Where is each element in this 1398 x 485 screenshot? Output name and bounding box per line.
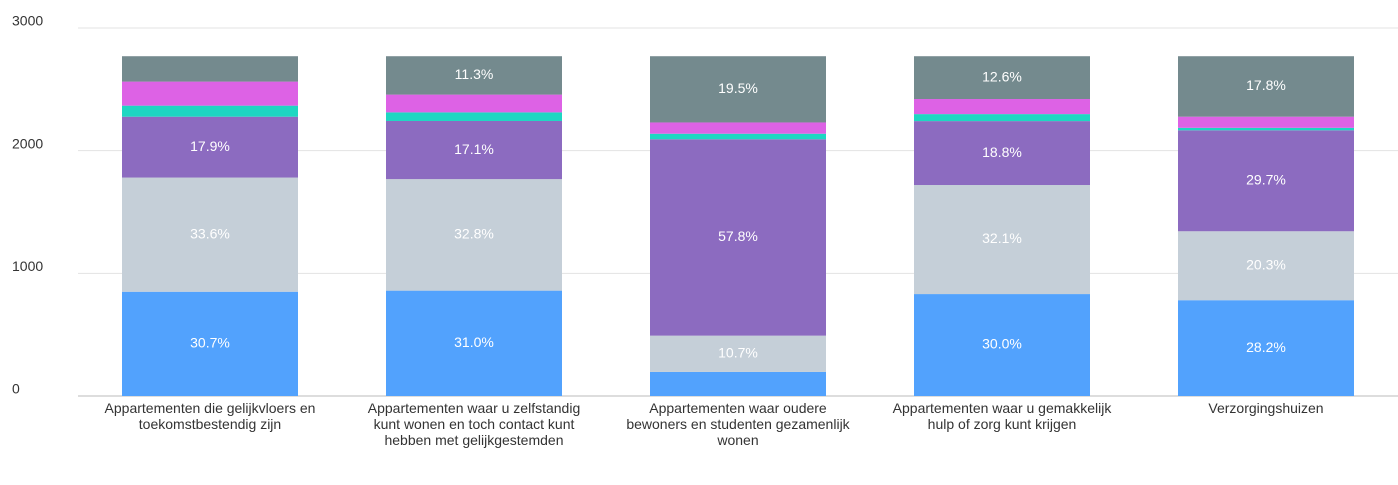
data-label: 10.7% [718,345,758,361]
bar-segment [914,56,1090,100]
bar-segment [122,81,298,106]
data-label: 33.6% [190,225,230,241]
y-tick-label: 0 [12,381,20,397]
bar-segment [386,56,562,95]
bar-segment [1178,231,1354,301]
bar-segment [650,56,826,123]
bar-segment [122,116,298,178]
bar-segment [650,335,826,372]
data-label: 32.8% [454,226,494,242]
x-tick-label: Appartementen waar oudere bewoners en st… [626,400,850,448]
data-label: 31.0% [454,334,494,350]
data-label: 18.8% [982,144,1022,160]
data-label: 11.3% [455,66,494,82]
y-tick-label: 3000 [12,13,43,29]
bar-segment [386,94,562,113]
bar-segment [1178,300,1354,396]
bar-segment [1178,130,1354,232]
data-label: 30.0% [982,336,1022,352]
x-tick-label: Appartementen waar u gemakkelijk hulp of… [892,400,1112,432]
data-label: 12.6% [982,68,1022,84]
data-label: 28.2% [1246,339,1286,355]
data-label: 20.3% [1246,256,1286,272]
bar-segment [122,291,298,396]
bar-segment [122,177,298,292]
bar-segment [1178,116,1354,128]
x-tick-label: Appartementen waar u zelfstandig kunt wo… [367,400,581,448]
data-label: 29.7% [1246,171,1286,187]
bar-segment [650,139,826,336]
bar-segment [122,105,298,117]
bar-segment [1178,127,1354,131]
bar-segment [914,114,1090,122]
bar-segment [914,121,1090,186]
x-tick-label: Verzorgingshuizen [1208,400,1324,416]
bar-segment [650,371,826,396]
bar-segment [914,185,1090,295]
data-label: 17.8% [1246,77,1286,93]
x-tick-label: Appartementen die gelijkvloers en toekom… [104,400,316,432]
data-label: 30.7% [190,335,230,351]
data-label: 19.5% [718,80,758,96]
bar-segment [914,294,1090,396]
y-tick-label: 1000 [12,258,43,274]
data-label: 32.1% [982,230,1022,246]
bar-segment [386,179,562,291]
bar-segment [1178,56,1354,117]
y-tick-label: 2000 [12,135,43,151]
bar-segment [122,56,298,82]
bar-segment [386,120,562,180]
data-label: 17.9% [190,138,230,154]
data-label: 57.8% [718,228,758,244]
bar-segment [386,112,562,121]
data-label: 17.1% [454,141,494,157]
bar-segment [386,290,562,396]
bar-segment [650,122,826,134]
bar-segment [914,99,1090,115]
bar-segment [650,133,826,140]
